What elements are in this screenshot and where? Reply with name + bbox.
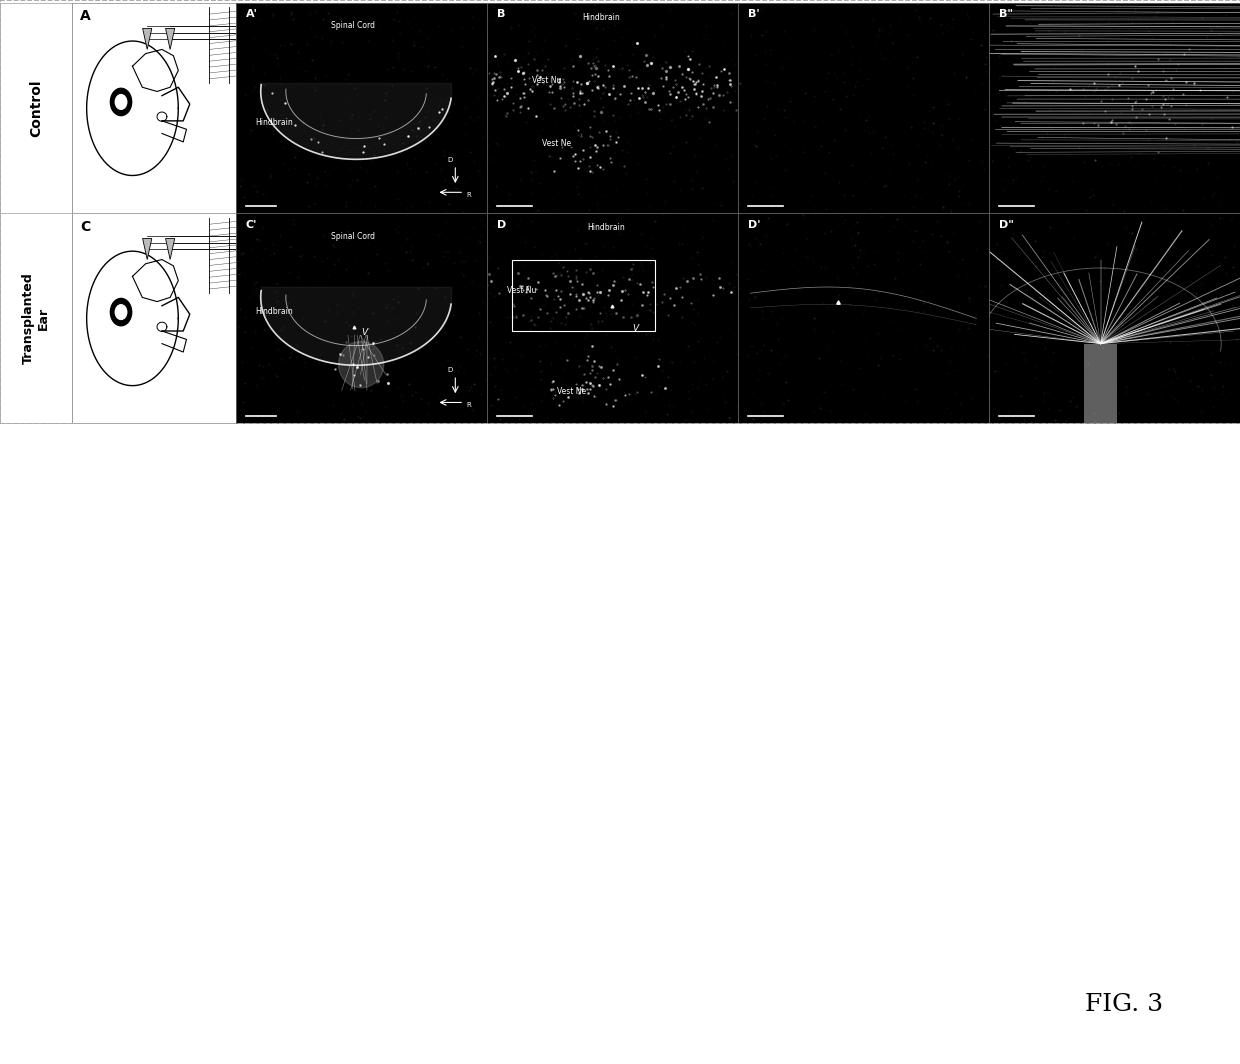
Text: Hindbrain: Hindbrain: [588, 223, 625, 232]
Ellipse shape: [339, 342, 383, 387]
Text: A: A: [81, 10, 91, 23]
Circle shape: [115, 95, 126, 110]
Text: Vest Ne: Vest Ne: [542, 139, 572, 148]
Text: Transplanted
Ear: Transplanted Ear: [22, 272, 50, 364]
Polygon shape: [143, 29, 151, 49]
Text: D: D: [497, 219, 506, 230]
Text: A': A': [246, 10, 258, 19]
Text: Control: Control: [29, 80, 43, 137]
Text: B": B": [999, 10, 1013, 19]
Text: Spinal Cord: Spinal Cord: [331, 232, 374, 240]
Text: Hindbrain: Hindbrain: [582, 13, 620, 22]
Text: D": D": [999, 219, 1014, 230]
Text: B: B: [497, 10, 505, 19]
Text: D': D': [748, 219, 760, 230]
Text: Vest Ne: Vest Ne: [557, 387, 587, 396]
Bar: [512, 260, 655, 331]
Text: Vest Nu: Vest Nu: [532, 76, 562, 85]
Circle shape: [110, 88, 131, 116]
Text: Spinal Cord: Spinal Cord: [331, 21, 374, 31]
Text: R: R: [466, 402, 471, 408]
Polygon shape: [166, 29, 175, 49]
Text: C: C: [81, 219, 91, 234]
Circle shape: [115, 304, 126, 319]
Text: D: D: [448, 156, 453, 163]
Circle shape: [110, 298, 131, 326]
Text: FIG. 3: FIG. 3: [1085, 993, 1163, 1016]
Bar: [1084, 344, 1117, 423]
Text: V: V: [361, 328, 367, 337]
Text: B': B': [748, 10, 759, 19]
Text: C': C': [246, 219, 257, 230]
Polygon shape: [143, 238, 151, 260]
Text: R: R: [466, 192, 471, 198]
Polygon shape: [166, 238, 175, 260]
Text: Hindbrain: Hindbrain: [255, 307, 294, 316]
Text: V: V: [632, 325, 639, 333]
Text: Vest Nu: Vest Nu: [507, 286, 536, 295]
Text: Hindbrain: Hindbrain: [255, 118, 294, 127]
Text: D: D: [448, 367, 453, 373]
